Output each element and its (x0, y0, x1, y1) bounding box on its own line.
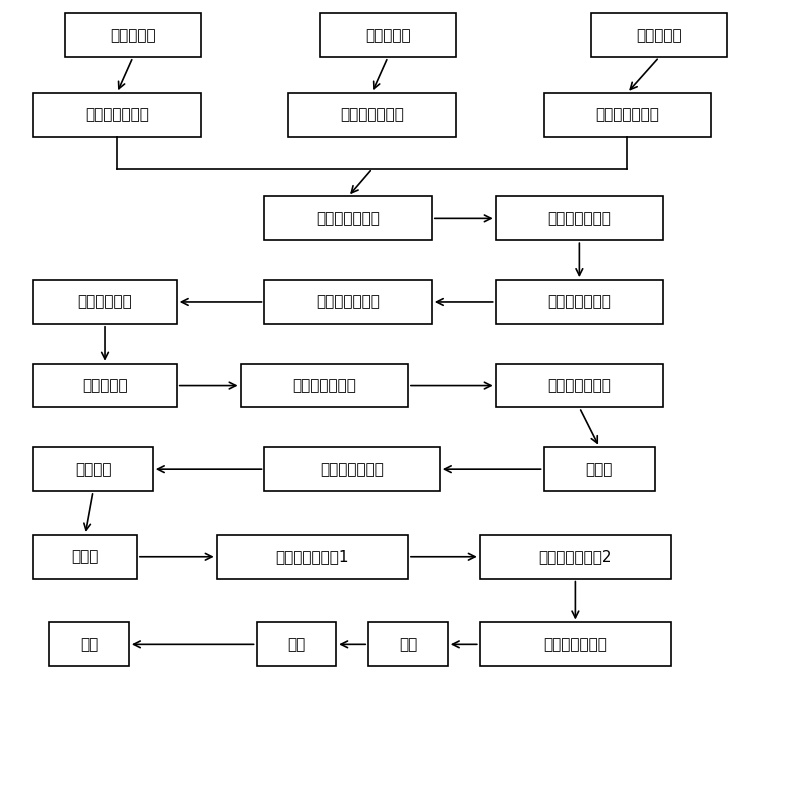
FancyBboxPatch shape (34, 280, 177, 324)
Text: 静态反应釜反应: 静态反应釜反应 (547, 295, 611, 309)
Text: 第一计量输送泵: 第一计量输送泵 (85, 107, 149, 122)
FancyBboxPatch shape (50, 622, 129, 666)
Text: 装箱: 装箱 (80, 637, 98, 652)
Text: 纺丝箱: 纺丝箱 (586, 462, 613, 477)
FancyBboxPatch shape (496, 364, 663, 407)
Text: 导丝辊导丝拉伸1: 导丝辊导丝拉伸1 (275, 549, 349, 564)
FancyBboxPatch shape (591, 14, 727, 57)
Text: 反应釜加温混合: 反应釜加温混合 (316, 211, 380, 226)
FancyBboxPatch shape (496, 280, 663, 324)
Text: 第二提纯罐: 第二提纯罐 (366, 28, 411, 42)
Text: 第五计量输送泵: 第五计量输送泵 (316, 295, 380, 309)
FancyBboxPatch shape (480, 535, 671, 578)
Text: 检测: 检测 (287, 637, 306, 652)
FancyBboxPatch shape (480, 622, 671, 666)
Text: 第六计量输送泵: 第六计量输送泵 (292, 378, 356, 393)
FancyBboxPatch shape (320, 14, 456, 57)
Text: 双螺杆挤出机: 双螺杆挤出机 (78, 295, 133, 309)
FancyBboxPatch shape (496, 197, 663, 240)
FancyBboxPatch shape (265, 280, 432, 324)
Text: 第七计量输送泵: 第七计量输送泵 (547, 378, 611, 393)
Text: 第四计量输送泵: 第四计量输送泵 (547, 211, 611, 226)
FancyBboxPatch shape (65, 14, 201, 57)
Text: 上油器: 上油器 (71, 549, 98, 564)
Text: 导丝辊导丝拉伸2: 导丝辊导丝拉伸2 (538, 549, 612, 564)
FancyBboxPatch shape (34, 364, 177, 407)
FancyBboxPatch shape (543, 447, 655, 491)
FancyBboxPatch shape (241, 364, 408, 407)
FancyBboxPatch shape (543, 93, 711, 137)
FancyBboxPatch shape (34, 535, 137, 578)
Text: 第一提纯罐: 第一提纯罐 (110, 28, 156, 42)
Text: 风道冷却: 风道冷却 (75, 462, 111, 477)
Text: 熔体过滤器: 熔体过滤器 (82, 378, 128, 393)
FancyBboxPatch shape (265, 197, 432, 240)
FancyBboxPatch shape (265, 447, 440, 491)
Text: 卷绕机卷绕成型: 卷绕机卷绕成型 (543, 637, 607, 652)
Text: 组件滤网喷丝板: 组件滤网喷丝板 (320, 462, 384, 477)
FancyBboxPatch shape (34, 93, 201, 137)
FancyBboxPatch shape (34, 447, 153, 491)
FancyBboxPatch shape (368, 622, 448, 666)
Text: 第二计量输送泵: 第二计量输送泵 (340, 107, 404, 122)
FancyBboxPatch shape (288, 93, 456, 137)
FancyBboxPatch shape (217, 535, 408, 578)
Text: 熟化: 熟化 (399, 637, 417, 652)
Text: 第三提纯罐: 第三提纯罐 (636, 28, 682, 42)
Text: 第三计量输送泵: 第三计量输送泵 (595, 107, 659, 122)
FancyBboxPatch shape (257, 622, 336, 666)
